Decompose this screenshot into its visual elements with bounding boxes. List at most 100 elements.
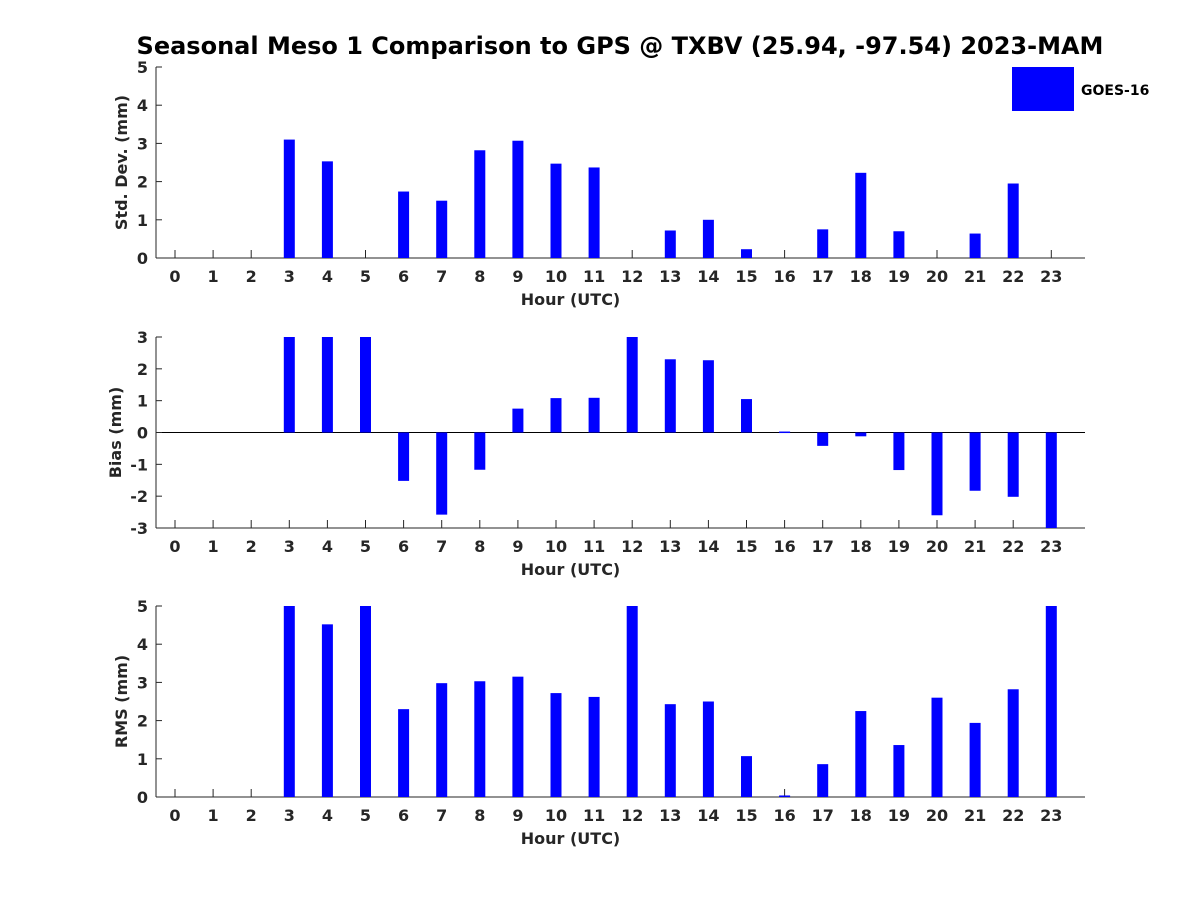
x-tick-label: 4 — [322, 806, 333, 825]
x-tick-label: 21 — [964, 537, 986, 556]
x-tick-label: 15 — [735, 537, 757, 556]
bar-hour-22 — [1007, 689, 1019, 797]
bar-hour-4 — [321, 337, 333, 433]
y-tick-label: 5 — [137, 597, 148, 616]
legend-swatch — [1012, 67, 1074, 111]
bar-hour-12 — [626, 606, 638, 797]
bar-hour-4 — [321, 624, 333, 797]
bar-hour-6 — [398, 709, 410, 797]
y-tick-label: 2 — [137, 173, 148, 192]
y-tick-label: 3 — [137, 134, 148, 153]
x-tick-label: 15 — [735, 806, 757, 825]
x-tick-label: 14 — [697, 537, 719, 556]
x-tick-label: 14 — [697, 806, 719, 825]
bar-hour-6 — [398, 432, 410, 481]
x-tick-label: 16 — [773, 537, 795, 556]
bar-hour-11 — [588, 397, 600, 433]
bar-hour-10 — [550, 693, 562, 797]
bar-hour-13 — [664, 230, 676, 258]
y-tick-label: 3 — [137, 328, 148, 347]
bar-hour-3 — [283, 606, 295, 797]
x-tick-label: 10 — [545, 537, 567, 556]
x-tick-label: 9 — [512, 806, 523, 825]
y-tick-label: 5 — [137, 58, 148, 77]
x-tick-label: 17 — [812, 267, 834, 286]
bar-hour-11 — [588, 167, 600, 258]
x-tick-label: 9 — [512, 537, 523, 556]
x-tick-label: 7 — [436, 267, 447, 286]
y-tick-label: 0 — [137, 249, 148, 268]
legend-label: GOES-16 — [1081, 83, 1149, 99]
bar-hour-8 — [474, 432, 486, 470]
y-tick-label: -1 — [130, 455, 148, 474]
bar-hour-18 — [855, 711, 867, 797]
y-tick-label: 2 — [137, 360, 148, 379]
x-tick-label: 13 — [659, 806, 681, 825]
x-tick-label: 18 — [850, 267, 872, 286]
x-tick-label: 6 — [398, 267, 409, 286]
bar-hour-19 — [893, 432, 905, 471]
x-tick-label: 5 — [360, 537, 371, 556]
bar-hour-10 — [550, 398, 562, 433]
bar-hour-15 — [741, 756, 752, 797]
y-tick-label: 0 — [137, 788, 148, 807]
bar-hour-23 — [1045, 432, 1057, 528]
x-tick-label: 2 — [246, 267, 257, 286]
bar-hour-9 — [512, 140, 524, 258]
x-tick-label: 20 — [926, 267, 948, 286]
bar-hour-7 — [436, 683, 448, 797]
x-tick-label: 12 — [621, 537, 643, 556]
x-tick-label: 11 — [583, 267, 605, 286]
bar-hour-23 — [1045, 606, 1057, 797]
bar-hour-4 — [321, 161, 333, 258]
bar-hour-5 — [360, 337, 371, 433]
x-axis-label: Hour (UTC) — [521, 290, 621, 309]
x-tick-label: 8 — [474, 806, 485, 825]
x-tick-label: 23 — [1040, 537, 1062, 556]
x-tick-label: 11 — [583, 537, 605, 556]
x-tick-label: 1 — [208, 537, 219, 556]
x-tick-label: 23 — [1040, 806, 1062, 825]
y-tick-label: 4 — [137, 635, 148, 654]
x-tick-label: 14 — [697, 267, 719, 286]
x-axis-label: Hour (UTC) — [521, 829, 621, 848]
bar-hour-3 — [283, 337, 295, 433]
x-tick-label: 5 — [360, 806, 371, 825]
bar-hour-11 — [588, 696, 600, 797]
legend: GOES-16 — [1012, 67, 1149, 111]
x-tick-label: 8 — [474, 267, 485, 286]
y-tick-label: -3 — [130, 519, 148, 538]
bar-hour-12 — [626, 337, 638, 433]
x-tick-label: 19 — [888, 806, 910, 825]
x-tick-label: 0 — [169, 806, 180, 825]
bar-hour-14 — [702, 219, 714, 258]
y-tick-label: 3 — [137, 673, 148, 692]
x-tick-label: 16 — [773, 267, 795, 286]
bar-hour-13 — [664, 704, 676, 797]
bar-hour-16 — [779, 431, 791, 434]
bar-hour-13 — [664, 359, 676, 433]
bar-hour-15 — [741, 249, 752, 258]
x-tick-label: 0 — [169, 267, 180, 286]
y-tick-label: -2 — [130, 487, 148, 506]
y-axis-label: Std. Dev. (mm) — [112, 95, 131, 230]
y-tick-label: 1 — [137, 211, 148, 230]
x-tick-label: 22 — [1002, 537, 1024, 556]
x-tick-label: 11 — [583, 806, 605, 825]
x-tick-label: 15 — [735, 267, 757, 286]
y-tick-label: 1 — [137, 750, 148, 769]
y-tick-label: 1 — [137, 392, 148, 411]
x-tick-label: 0 — [169, 537, 180, 556]
x-tick-label: 7 — [436, 806, 447, 825]
x-tick-label: 4 — [322, 267, 333, 286]
x-tick-label: 1 — [208, 806, 219, 825]
x-tick-label: 3 — [284, 806, 295, 825]
x-tick-label: 10 — [545, 806, 567, 825]
x-tick-label: 12 — [621, 806, 643, 825]
y-tick-label: 4 — [137, 96, 148, 115]
bar-hour-7 — [436, 200, 448, 258]
y-axis-label: RMS (mm) — [112, 655, 131, 748]
bar-hour-17 — [817, 432, 829, 446]
